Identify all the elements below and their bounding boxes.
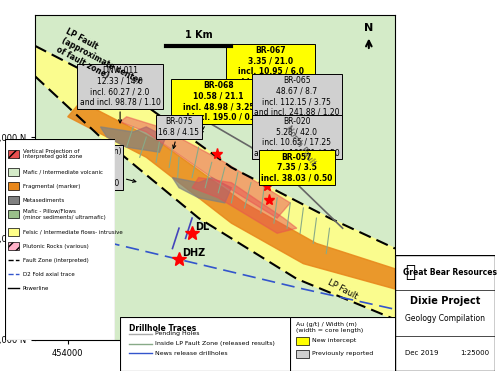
FancyBboxPatch shape (8, 210, 20, 218)
FancyBboxPatch shape (290, 317, 400, 371)
Text: Fragmental (marker): Fragmental (marker) (22, 184, 80, 189)
Polygon shape (68, 102, 395, 289)
FancyBboxPatch shape (8, 196, 20, 204)
Text: D2 Fold axial trace: D2 Fold axial trace (22, 272, 74, 277)
Text: BR-057
7.35 / 3.5
incl. 38.03 / 0.50: BR-057 7.35 / 3.5 incl. 38.03 / 0.50 (261, 152, 332, 182)
FancyBboxPatch shape (8, 228, 20, 236)
Text: Mafic / Intermediate volcanic: Mafic / Intermediate volcanic (22, 169, 102, 174)
Polygon shape (35, 15, 395, 340)
Text: BR-020
5.28 / 42.0
incl. 10.65 / 17.25
and incl. 101.71 / 1.50: BR-020 5.28 / 42.0 incl. 10.65 / 17.25 a… (254, 117, 340, 157)
FancyBboxPatch shape (395, 255, 495, 371)
Text: 🐾: 🐾 (405, 263, 415, 281)
Text: Felsic / Intermediate flows- intrusive: Felsic / Intermediate flows- intrusive (22, 230, 122, 235)
Text: LP Fault
(approximate center
of fault zone): LP Fault (approximate center of fault zo… (54, 27, 147, 95)
Text: DHZ: DHZ (182, 247, 206, 257)
Text: News release drillholes: News release drillholes (155, 351, 228, 356)
Polygon shape (35, 46, 395, 320)
Text: Drillhole Traces: Drillhole Traces (129, 324, 196, 333)
Text: DL: DL (196, 222, 209, 232)
Text: Great Bear Resources: Great Bear Resources (403, 267, 497, 277)
Text: Au (g/t) / Width (m)
(width = core length): Au (g/t) / Width (m) (width = core lengt… (296, 322, 363, 333)
FancyBboxPatch shape (8, 150, 20, 158)
FancyBboxPatch shape (120, 317, 295, 371)
FancyBboxPatch shape (296, 337, 308, 345)
Text: Pending Holes: Pending Holes (155, 331, 200, 336)
Text: Metasediments: Metasediments (22, 198, 65, 203)
Text: N: N (364, 23, 374, 33)
Text: Inside LP Fault Zone (released results): Inside LP Fault Zone (released results) (155, 341, 275, 346)
Text: 1 Km: 1 Km (185, 30, 212, 40)
Text: BR-068
10.58 / 21.1
incl. 48.98 / 3.25
and incl. 195.0 / 0.50: BR-068 10.58 / 21.1 incl. 48.98 / 3.25 a… (174, 81, 264, 134)
Text: New intercept: New intercept (312, 339, 356, 343)
Text: 1:25000: 1:25000 (460, 350, 490, 356)
Text: Fault Zone (interpreted): Fault Zone (interpreted) (22, 258, 88, 263)
Polygon shape (120, 117, 290, 218)
Text: DL-03-10 (extension)
11.08 / 7.0
incl. 27.77 / 2.0
and incl. 82.3 / 0.50: DL-03-10 (extension) 11.08 / 7.0 incl. 2… (40, 147, 136, 188)
Text: North Fault: North Fault (283, 124, 317, 167)
Text: Previously reported: Previously reported (312, 351, 373, 356)
Text: Powerline: Powerline (22, 286, 49, 291)
Text: LP Fault: LP Fault (326, 278, 359, 301)
Text: Dec 2019: Dec 2019 (405, 350, 438, 356)
Text: Vertical Projection of
Interpreted gold zone: Vertical Projection of Interpreted gold … (22, 149, 82, 159)
Text: BR-067
3.35 / 21.0
incl. 10.95 / 6.0
and incl. 19.38 / 2.5: BR-067 3.35 / 21.0 incl. 10.95 / 6.0 and… (228, 46, 313, 103)
Polygon shape (192, 178, 297, 233)
Text: Geology Compilation: Geology Compilation (405, 314, 485, 323)
FancyBboxPatch shape (8, 168, 20, 176)
Polygon shape (172, 178, 232, 203)
Polygon shape (100, 127, 166, 152)
Text: Dixie Project: Dixie Project (410, 296, 480, 306)
Text: Mafic - Pillow/Flows
(minor sediments/ ultramafic): Mafic - Pillow/Flows (minor sediments/ u… (22, 209, 105, 220)
Text: Plutonic Rocks (various): Plutonic Rocks (various) (22, 244, 88, 249)
Text: BR-065
48.67 / 8.7
incl. 112.15 / 3.75
and incl. 241.88 / 1.20: BR-065 48.67 / 8.7 incl. 112.15 / 3.75 a… (254, 76, 340, 124)
FancyBboxPatch shape (8, 242, 20, 251)
FancyBboxPatch shape (5, 139, 115, 340)
FancyBboxPatch shape (8, 182, 20, 190)
Text: BR-075
16.8 / 4.15: BR-075 16.8 / 4.15 (158, 117, 200, 148)
Text: DNW-011
12.33 / 14.0
incl. 60.27 / 2.0
and incl. 98.78 / 1.10: DNW-011 12.33 / 14.0 incl. 60.27 / 2.0 a… (80, 66, 160, 123)
FancyBboxPatch shape (296, 350, 308, 357)
